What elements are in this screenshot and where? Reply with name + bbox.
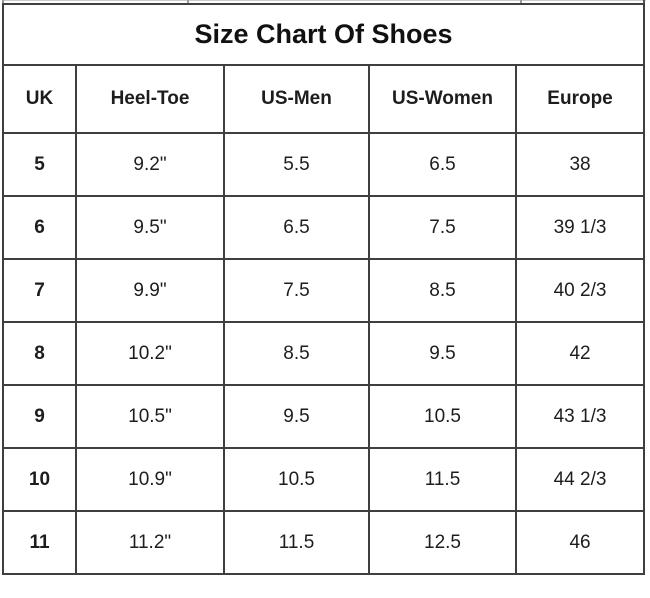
cell-us-men: 6.5	[223, 195, 370, 260]
grid-remnant-tick	[2, 0, 4, 4]
cell-us-women: 10.5	[368, 384, 517, 449]
cell-us-men: 7.5	[223, 258, 370, 323]
header-row: UK Heel-Toe US-Men US-Women Europe	[2, 64, 646, 134]
table-row: 10 10.9" 10.5 11.5 44 2/3	[2, 447, 646, 512]
column-header-us-women: US-Women	[368, 64, 517, 134]
table-row: 9 10.5" 9.5 10.5 43 1/3	[2, 384, 646, 449]
cell-uk-size: 5	[2, 132, 77, 197]
cell-us-men: 8.5	[223, 321, 370, 386]
table-row: 6 9.5" 6.5 7.5 39 1/3	[2, 195, 646, 260]
cell-europe: 38	[514, 132, 646, 197]
cell-heel-toe: 9.2"	[75, 132, 225, 197]
title-row: Size Chart Of Shoes	[1, 3, 646, 66]
column-header-europe: Europe	[514, 64, 646, 134]
cell-heel-toe: 9.9"	[75, 258, 225, 323]
cell-europe: 44 2/3	[514, 447, 646, 512]
cell-uk-size: 8	[2, 321, 77, 386]
cell-europe: 46	[514, 510, 646, 575]
cell-us-men: 9.5	[223, 384, 370, 449]
cell-us-women: 12.5	[368, 510, 517, 575]
grid-remnant-tick	[520, 0, 522, 4]
cell-europe: 42	[514, 321, 646, 386]
cell-europe: 40 2/3	[514, 258, 646, 323]
column-header-heel-toe: Heel-Toe	[75, 64, 225, 134]
table-row: 8 10.2" 8.5 9.5 42	[2, 321, 646, 386]
cell-us-women: 8.5	[368, 258, 517, 323]
cell-us-men: 10.5	[223, 447, 370, 512]
cell-us-men: 11.5	[223, 510, 370, 575]
cell-us-men: 5.5	[223, 132, 370, 197]
size-chart-table: Size Chart Of Shoes UK Heel-Toe US-Men U…	[1, 3, 646, 575]
table-row: 11 11.2" 11.5 12.5 46	[2, 510, 646, 575]
cell-us-women: 6.5	[368, 132, 517, 197]
cell-us-women: 11.5	[368, 447, 517, 512]
cell-europe: 43 1/3	[514, 384, 646, 449]
crop-remnant-line	[2, 0, 646, 1]
column-header-us-men: US-Men	[223, 64, 370, 134]
table-row: 5 9.2" 5.5 6.5 38	[2, 132, 646, 197]
table-row: 7 9.9" 7.5 8.5 40 2/3	[2, 258, 646, 323]
cell-uk-size: 11	[2, 510, 77, 575]
cell-uk-size: 6	[2, 195, 77, 260]
cell-us-women: 9.5	[368, 321, 517, 386]
cell-heel-toe: 11.2"	[75, 510, 225, 575]
cell-heel-toe: 10.9"	[75, 447, 225, 512]
grid-remnant-tick	[643, 0, 645, 4]
cell-uk-size: 7	[2, 258, 77, 323]
cell-us-women: 7.5	[368, 195, 517, 260]
cell-uk-size: 9	[2, 384, 77, 449]
cell-heel-toe: 9.5"	[75, 195, 225, 260]
cell-uk-size: 10	[2, 447, 77, 512]
cell-heel-toe: 10.5"	[75, 384, 225, 449]
grid-remnant-tick	[187, 0, 189, 4]
column-header-uk: UK	[2, 64, 77, 134]
cell-heel-toe: 10.2"	[75, 321, 225, 386]
cell-europe: 39 1/3	[514, 195, 646, 260]
table-title: Size Chart Of Shoes	[1, 3, 646, 66]
